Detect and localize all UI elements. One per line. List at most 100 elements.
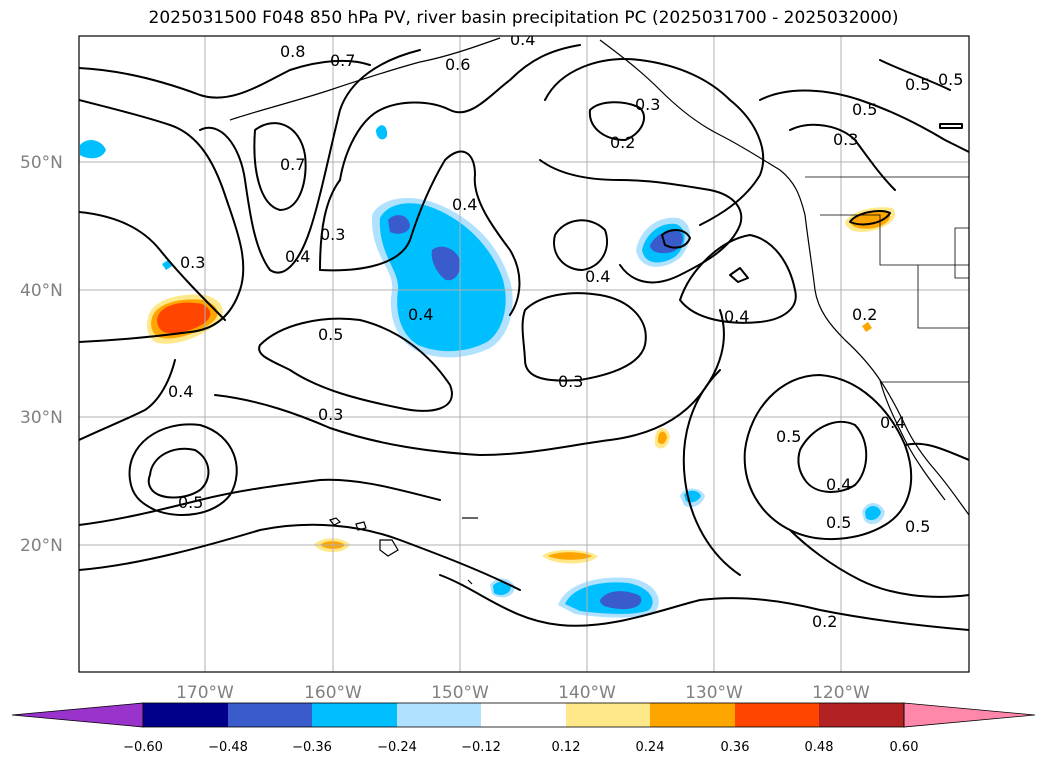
contour-04-east <box>679 234 797 324</box>
contour-aleutian <box>939 123 963 129</box>
contour-small-loop-1 <box>661 229 691 249</box>
precip-neg-spot-alaska <box>376 125 388 140</box>
contour-west-low <box>79 359 176 441</box>
lat-label-50: 50°N <box>20 153 63 173</box>
contour-label: 0.3 <box>180 253 205 272</box>
colorbar-segment <box>312 703 397 727</box>
contour-ca-spot <box>849 210 891 226</box>
lon-axis: 170°W 160°W 150°W 140°W 130°W 120°W <box>176 683 870 703</box>
contour-label: 0.5 <box>826 513 851 532</box>
colorbar-tick-label: −0.12 <box>461 740 501 755</box>
lon-label-140w: 140°W <box>558 683 616 703</box>
contour-labels: 0.8 0.7 0.6 0.5 0.7 0.3 0.4 0.4 0.3 0.3 … <box>168 30 963 631</box>
contour-south-east <box>682 369 741 576</box>
contour-north-5 <box>253 122 307 211</box>
contour-north-4 <box>199 49 421 274</box>
contour-label: 0.7 <box>280 155 305 174</box>
contour-label: 0.4 <box>510 30 535 49</box>
contour-label: 0.4 <box>452 195 477 214</box>
colorbar-segment <box>650 703 735 727</box>
contour-north-6 <box>339 44 581 181</box>
contour-north-3 <box>79 211 226 321</box>
coast-alaska <box>229 37 501 121</box>
contour-05-loop <box>258 317 453 412</box>
coast-west-us <box>804 214 969 516</box>
lon-label-120w: 120°W <box>812 683 870 703</box>
colorbar-segment <box>819 703 904 727</box>
contour-label: 0.5 <box>905 517 930 536</box>
lat-axis: 50°N 40°N 30°N 20°N <box>20 153 63 556</box>
map-title: 2025031500 F048 850 hPa PV, river basin … <box>148 8 899 28</box>
contour-label: 0.4 <box>724 307 749 326</box>
contour-south-2 <box>79 478 441 526</box>
contour-label: 0.4 <box>285 247 310 266</box>
colorbar-tick-label: 0.48 <box>805 740 834 755</box>
colorbar-segment <box>143 703 228 727</box>
precip-pos-spot-mid-core <box>658 431 667 445</box>
contour-05-ne <box>759 89 969 153</box>
contour-label: 0.4 <box>880 413 905 432</box>
contour-label: 0.3 <box>558 372 583 391</box>
lon-label-130w: 130°W <box>685 683 743 703</box>
contour-02-loop <box>588 101 645 141</box>
lat-label-20: 20°N <box>20 536 63 556</box>
contour-ring-north <box>544 58 765 226</box>
colorbar-max-extend <box>903 702 1036 728</box>
graticule <box>79 36 969 672</box>
contour-05-sw-loop <box>128 423 238 516</box>
lon-label-170w: 170°W <box>176 683 234 703</box>
coast-alaska-pan <box>599 39 806 216</box>
contour-small-loop-2 <box>729 267 749 283</box>
colorbar-min-extend <box>11 702 144 728</box>
border-state-3 <box>954 227 969 279</box>
colorbar-tick-label: 0.12 <box>552 740 581 755</box>
colorbar-tick-label: 0.60 <box>890 740 919 755</box>
contour-south-east-2 <box>789 529 969 598</box>
coast-hawaii-1 <box>328 517 342 526</box>
contour-04-ne <box>879 59 951 91</box>
contour-04-loop <box>553 219 608 271</box>
pv-contours <box>79 44 969 631</box>
precip-neg-spot-nw <box>80 139 106 159</box>
precip-neg-core-1 <box>388 215 410 234</box>
contour-label: 0.3 <box>833 130 858 149</box>
colorbar-tick-label: −0.60 <box>123 740 163 755</box>
contour-label: 0.4 <box>168 382 193 401</box>
colorbar-tick-label: −0.48 <box>208 740 248 755</box>
contour-label: 0.4 <box>408 305 433 324</box>
contour-03-ne <box>789 123 896 191</box>
contour-02-south <box>439 574 969 631</box>
contour-east-low <box>904 442 969 461</box>
lat-label-40: 40°N <box>20 281 63 301</box>
contour-north-2 <box>79 99 245 343</box>
precip-neg-core-2 <box>431 246 461 281</box>
contour-label: 0.3 <box>635 95 660 114</box>
colorbar-segment <box>228 703 312 727</box>
coast-hawaii-4 <box>467 579 473 585</box>
contour-label: 0.4 <box>585 267 610 286</box>
contour-label: 0.3 <box>318 405 343 424</box>
contour-mid-loop <box>521 292 647 382</box>
colorbar-tick-label: −0.36 <box>292 740 332 755</box>
colorbar-segment <box>566 703 650 727</box>
map-frame <box>78 35 970 673</box>
border-state-2 <box>917 265 969 329</box>
contour-label: 0.7 <box>330 51 355 70</box>
colorbar-segment <box>397 703 481 727</box>
contour-label: 0.5 <box>938 70 963 89</box>
contour-center-outer <box>319 179 341 271</box>
contour-05-sw-inner <box>147 447 210 499</box>
contour-label: 0.2 <box>610 133 635 152</box>
contour-label: 0.8 <box>280 42 305 61</box>
contour-label: 0.4 <box>826 475 851 494</box>
colorbar-tick-label: 0.36 <box>721 740 750 755</box>
colorbar: −0.60 −0.48 −0.36 −0.24 −0.12 0.12 0.24 … <box>11 702 1036 755</box>
colorbar-frame <box>142 702 905 728</box>
border-state-1 <box>820 214 969 266</box>
coast-hawaii-3 <box>379 539 399 557</box>
contour-center-2 <box>319 150 521 316</box>
contour-ring-south <box>539 159 743 284</box>
lon-label-160w: 160°W <box>304 683 362 703</box>
contour-north-1 <box>79 59 371 99</box>
colorbar-tick-label: −0.24 <box>377 740 417 755</box>
